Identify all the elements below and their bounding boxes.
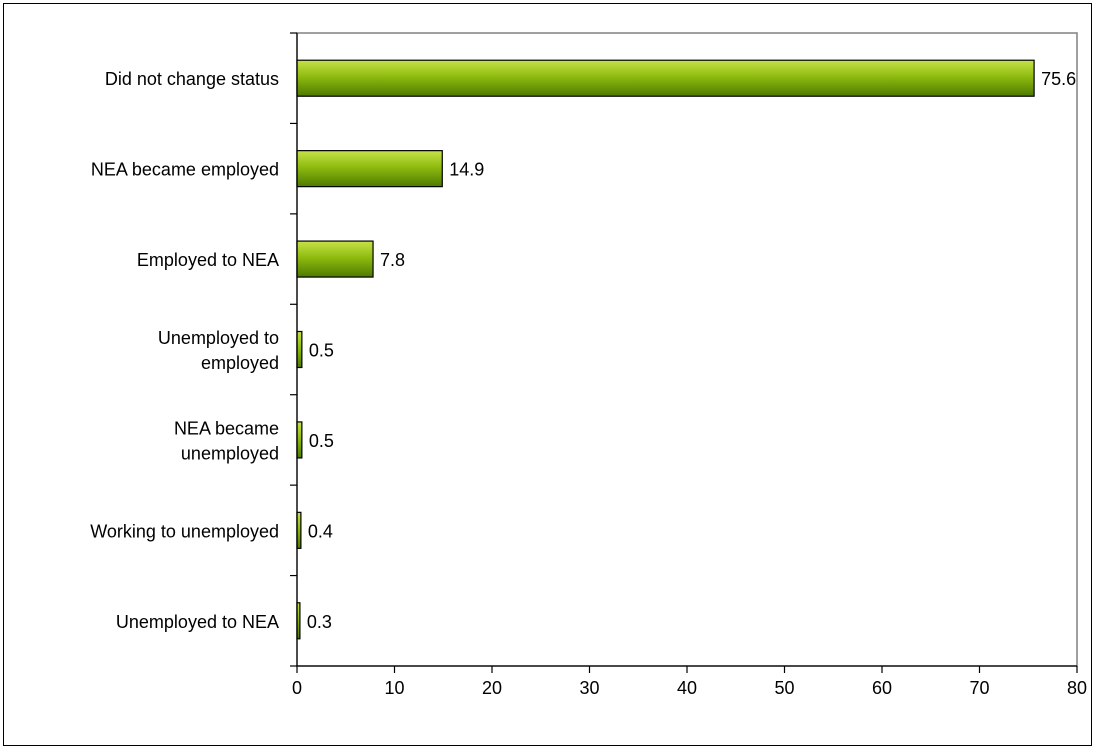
x-tick-label: 10	[384, 678, 404, 698]
category-label: Unemployed to NEA	[116, 612, 279, 632]
data-label: 0.3	[307, 612, 332, 632]
category-label: employed	[201, 353, 279, 373]
data-label: 75.6	[1041, 69, 1076, 89]
category-label: Did not change status	[105, 69, 279, 89]
category-label: Working to unemployed	[90, 521, 279, 541]
plot-area	[296, 32, 1078, 667]
x-tick-label: 70	[969, 678, 989, 698]
category-label: NEA became employed	[91, 160, 279, 180]
bar-3	[296, 330, 303, 369]
x-tick-label: 40	[677, 678, 697, 698]
data-label: 0.4	[308, 521, 333, 541]
data-label: 0.5	[309, 431, 334, 451]
x-tick-label: 60	[872, 678, 892, 698]
category-label: NEA became	[174, 418, 279, 438]
data-label: 14.9	[449, 160, 484, 180]
bar-4	[296, 421, 303, 459]
x-tick-label: 0	[292, 678, 302, 698]
data-label: 7.8	[380, 250, 405, 270]
labels: 75.6 Did not change status 14.9 NEA became …	[90, 69, 1087, 698]
plot-border	[296, 32, 1078, 667]
bar-0	[296, 59, 1035, 97]
category-label: Employed to NEA	[137, 250, 279, 270]
x-tick-label: 80	[1067, 678, 1087, 698]
chart-frame	[3, 3, 1092, 746]
data-label: 0.5	[309, 341, 334, 361]
bars	[296, 59, 1035, 640]
x-tick-label: 20	[482, 678, 502, 698]
axes	[290, 32, 1078, 673]
bar-1	[296, 150, 443, 188]
bar-2	[296, 240, 374, 278]
category-label: Unemployed to	[158, 328, 279, 348]
category-label: unemployed	[181, 443, 279, 463]
x-tick-label: 50	[774, 678, 794, 698]
x-tick-label: 30	[579, 678, 599, 698]
